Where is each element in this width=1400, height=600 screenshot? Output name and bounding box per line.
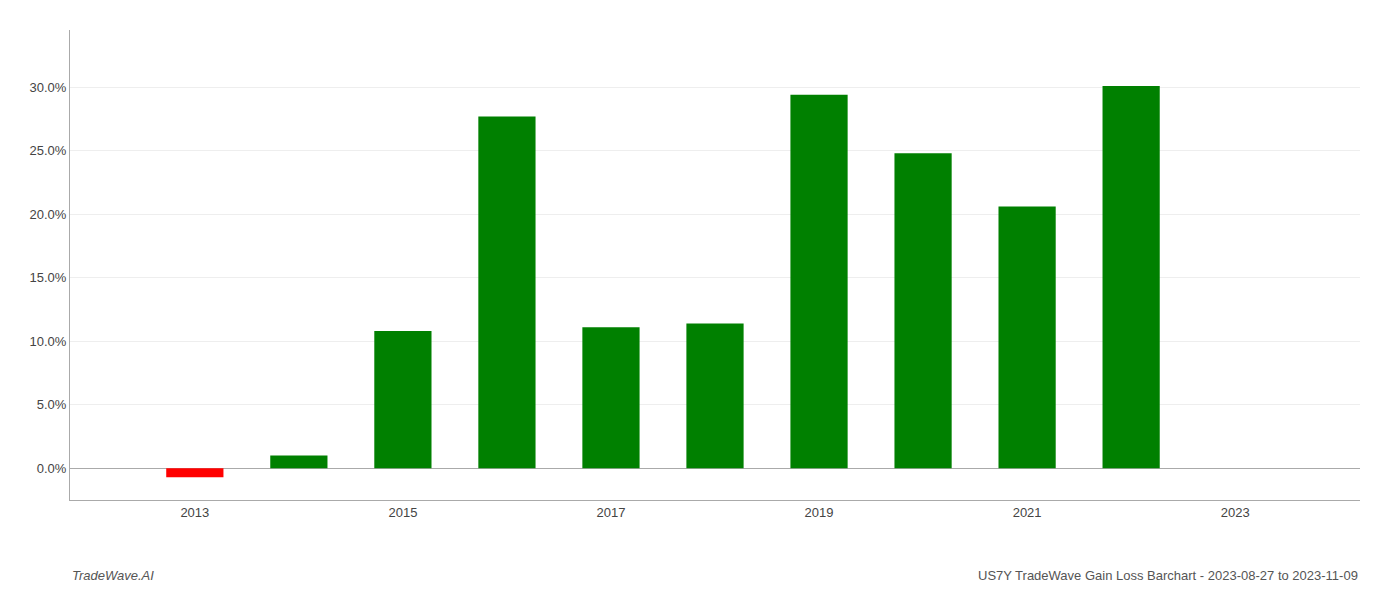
svg-text:2013: 2013 (180, 505, 209, 520)
svg-text:US7Y TradeWave Gain Loss Barch: US7Y TradeWave Gain Loss Barchart - 2023… (978, 568, 1358, 583)
svg-text:5.0%: 5.0% (37, 397, 67, 412)
svg-text:2021: 2021 (1013, 505, 1042, 520)
svg-text:10.0%: 10.0% (30, 334, 67, 349)
svg-text:30.0%: 30.0% (30, 80, 67, 95)
svg-text:15.0%: 15.0% (30, 270, 67, 285)
svg-text:2019: 2019 (805, 505, 834, 520)
svg-text:TradeWave.AI: TradeWave.AI (72, 568, 154, 583)
svg-text:2017: 2017 (597, 505, 626, 520)
svg-text:2023: 2023 (1221, 505, 1250, 520)
svg-text:20.0%: 20.0% (30, 207, 67, 222)
svg-text:25.0%: 25.0% (30, 143, 67, 158)
svg-text:0.0%: 0.0% (37, 461, 67, 476)
svg-text:2015: 2015 (388, 505, 417, 520)
